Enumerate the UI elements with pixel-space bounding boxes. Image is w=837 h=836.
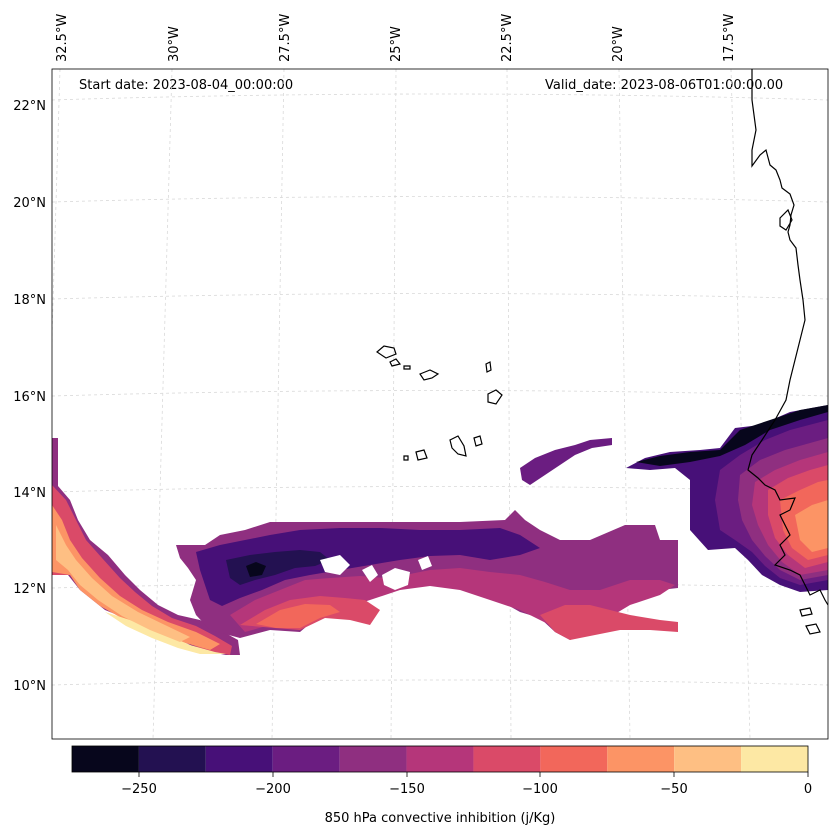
colorbar-swatch (72, 746, 139, 772)
colorbar-tick-label-0: 0 (804, 782, 812, 797)
colorbar-swatch (741, 746, 808, 772)
parallel-16n (52, 390, 828, 397)
lat-label-12n: 12°N (13, 582, 46, 597)
lon-label-20w: 20°W (611, 26, 626, 62)
island-santo-antao (376, 345, 397, 359)
cin-fill-central-darkest (246, 562, 266, 577)
lat-label-18n: 18°N (13, 293, 46, 308)
cin-fill-east-orange (795, 500, 828, 552)
parallel-18n (52, 293, 828, 300)
colorbar-swatches (72, 746, 808, 772)
lon-label-32-5w: 32.5°W (55, 14, 70, 62)
parallel-20n (52, 196, 828, 203)
map-frame (51, 68, 829, 740)
colorbar-ticks (138, 772, 809, 777)
cin-gap-2 (320, 555, 350, 575)
meridian-20w (618, 69, 631, 739)
island-santa-luzia (403, 365, 411, 370)
cin-fill-central-orange (256, 604, 340, 628)
cin-contours (52, 405, 828, 655)
island-maio (473, 435, 483, 447)
island-sal (485, 361, 492, 373)
longitude-labels: 32.5°W 30°W 27.5°W 25°W 22.5°W 20°W 17.5… (55, 14, 737, 62)
colorbar-tick-label-250: −250 (121, 782, 157, 797)
colorbar-swatch (607, 746, 675, 772)
colorbar-tick-label-100: −100 (522, 782, 558, 797)
canary-coast-fragment (779, 208, 793, 231)
meridian-27-5w (271, 69, 285, 739)
colorbar-tick-label-150: −150 (389, 782, 425, 797)
lat-label-14n: 14°N (13, 486, 46, 501)
colorbar-swatch (138, 746, 206, 772)
island-sao-vicente (389, 358, 402, 367)
meridian-22-5w (506, 69, 512, 739)
bijagos-islands (799, 607, 821, 635)
colorbar-swatch (540, 746, 608, 772)
cin-fill-east-darkest (636, 405, 828, 466)
colorbar-swatch (272, 746, 340, 772)
africa-coastline (747, 69, 828, 606)
meridian-25w (390, 69, 397, 739)
island-fogo (415, 449, 428, 461)
colorbar-swatch (406, 746, 474, 772)
cin-gap-4 (418, 556, 432, 570)
meridian-17-5w (730, 69, 751, 739)
island-boa-vista (487, 389, 503, 405)
valid-date-label: Valid_date: 2023-08-06T01:00:00.00 (545, 78, 784, 93)
colorbar: −250 −200 −150 −100 −50 0 850 hPa convec… (71, 745, 812, 826)
start-date-label: Start date: 2023-08-04_00:00:00 (79, 78, 294, 93)
cin-fill-central-east (540, 605, 678, 640)
cin-fill-central-deep (196, 528, 540, 606)
lon-label-22-5w: 22.5°W (500, 14, 515, 62)
colorbar-swatch (674, 746, 742, 772)
colorbar-tick-label-200: −200 (255, 782, 291, 797)
island-brava (403, 455, 409, 461)
island-santiago (449, 435, 467, 457)
parallel-14n (52, 486, 828, 493)
parallel-22n (52, 93, 828, 101)
lon-label-25w: 25°W (389, 26, 404, 62)
parallel-12n (52, 582, 828, 589)
cin-gap-3 (362, 565, 378, 582)
latitude-labels: 22°N 20°N 18°N 16°N 14°N 12°N 10°N (13, 99, 46, 694)
parallel-10n (52, 679, 828, 686)
colorbar-frame (71, 745, 809, 773)
lat-label-10n: 10°N (13, 679, 46, 694)
lon-label-17-5w: 17.5°W (722, 14, 737, 62)
colorbar-swatch (205, 746, 273, 772)
colorbar-tick-label-50: −50 (660, 782, 687, 797)
lat-label-20n: 20°N (13, 196, 46, 211)
colorbar-label: 850 hPa convective inhibition (j/Kg) (325, 811, 556, 826)
cin-gap-1 (382, 568, 410, 590)
colorbar-swatch (339, 746, 407, 772)
lat-label-16n: 16°N (13, 390, 46, 405)
lon-label-27-5w: 27.5°W (278, 14, 293, 62)
lon-label-30w: 30°W (167, 26, 182, 62)
island-sao-nicolau (419, 369, 440, 381)
cin-fill-west-light (56, 525, 190, 642)
cin-fill-streak (520, 438, 612, 485)
lat-label-22n: 22°N (13, 99, 46, 114)
coastlines (376, 69, 828, 635)
colorbar-swatch (473, 746, 541, 772)
